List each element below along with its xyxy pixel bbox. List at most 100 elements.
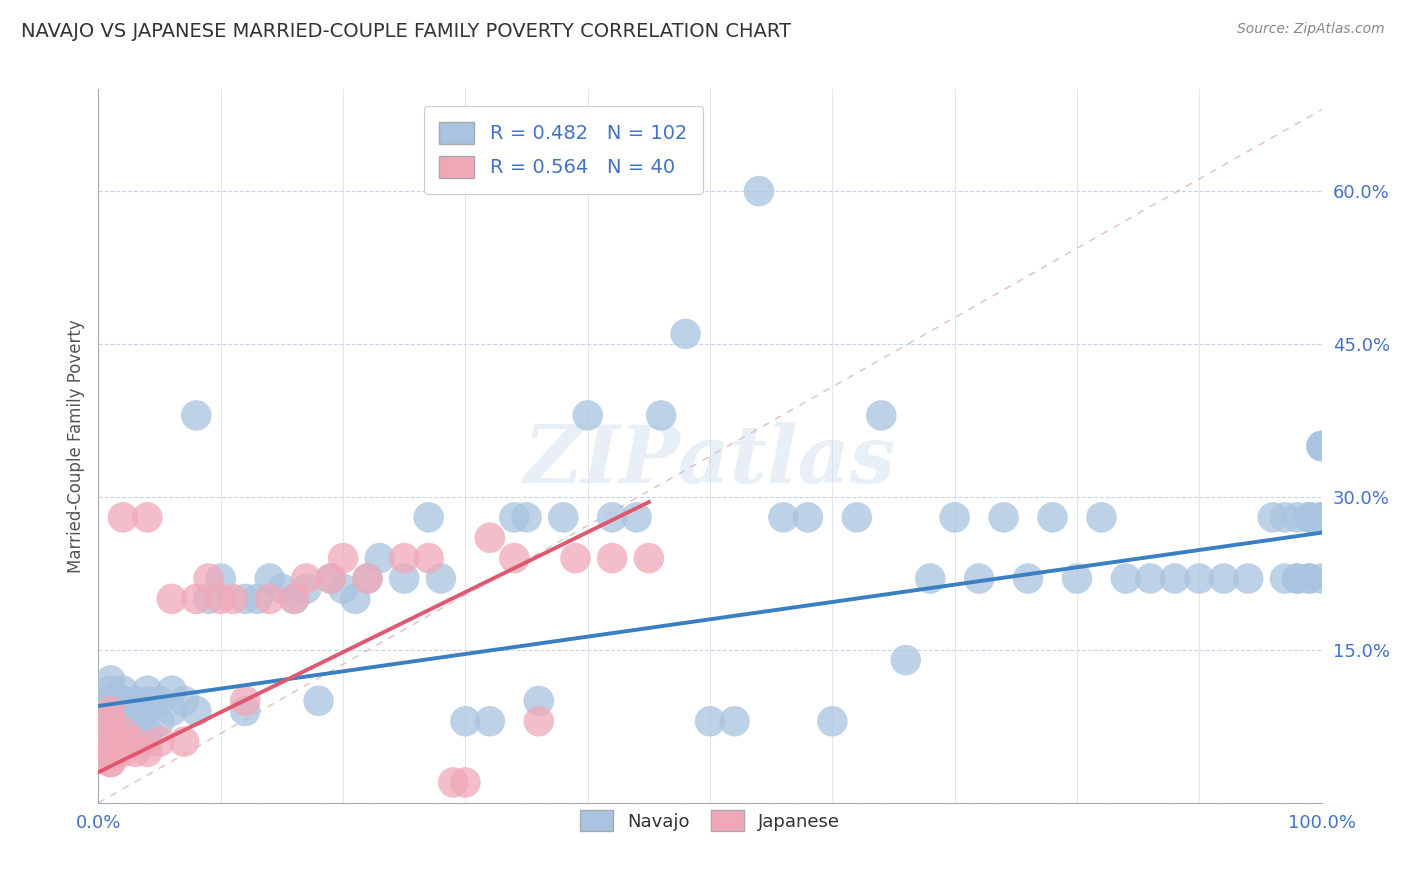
Ellipse shape	[218, 583, 249, 615]
Ellipse shape	[915, 563, 945, 594]
Ellipse shape	[1294, 502, 1324, 533]
Ellipse shape	[108, 726, 138, 757]
Ellipse shape	[328, 574, 359, 604]
Ellipse shape	[695, 706, 725, 737]
Ellipse shape	[254, 563, 285, 594]
Ellipse shape	[890, 645, 921, 675]
Ellipse shape	[1294, 502, 1324, 533]
Ellipse shape	[817, 706, 848, 737]
Ellipse shape	[475, 523, 505, 553]
Ellipse shape	[291, 563, 322, 594]
Ellipse shape	[1306, 563, 1337, 594]
Ellipse shape	[340, 583, 371, 615]
Ellipse shape	[96, 737, 127, 767]
Ellipse shape	[108, 686, 138, 716]
Ellipse shape	[499, 502, 530, 533]
Ellipse shape	[242, 583, 273, 615]
Y-axis label: Married-Couple Family Poverty: Married-Couple Family Poverty	[66, 319, 84, 573]
Ellipse shape	[1306, 431, 1337, 461]
Ellipse shape	[193, 563, 224, 594]
Ellipse shape	[181, 583, 211, 615]
Ellipse shape	[1306, 431, 1337, 461]
Ellipse shape	[96, 686, 127, 716]
Ellipse shape	[315, 563, 346, 594]
Ellipse shape	[96, 696, 127, 726]
Ellipse shape	[132, 716, 163, 747]
Ellipse shape	[389, 563, 419, 594]
Ellipse shape	[156, 675, 187, 706]
Text: Source: ZipAtlas.com: Source: ZipAtlas.com	[1237, 22, 1385, 37]
Ellipse shape	[120, 726, 150, 757]
Ellipse shape	[231, 583, 260, 615]
Ellipse shape	[108, 726, 138, 757]
Ellipse shape	[96, 737, 127, 767]
Ellipse shape	[108, 675, 138, 706]
Ellipse shape	[671, 318, 700, 349]
Ellipse shape	[450, 767, 481, 797]
Ellipse shape	[96, 706, 127, 737]
Ellipse shape	[1233, 563, 1264, 594]
Ellipse shape	[96, 696, 127, 726]
Ellipse shape	[768, 502, 799, 533]
Ellipse shape	[413, 502, 444, 533]
Ellipse shape	[965, 563, 994, 594]
Ellipse shape	[108, 502, 138, 533]
Ellipse shape	[1038, 502, 1067, 533]
Ellipse shape	[96, 716, 127, 747]
Ellipse shape	[181, 696, 211, 726]
Ellipse shape	[304, 686, 333, 716]
Ellipse shape	[169, 686, 200, 716]
Ellipse shape	[621, 502, 652, 533]
Ellipse shape	[1294, 563, 1324, 594]
Ellipse shape	[634, 543, 664, 574]
Ellipse shape	[132, 675, 163, 706]
Ellipse shape	[1135, 563, 1166, 594]
Ellipse shape	[389, 543, 419, 574]
Ellipse shape	[437, 767, 468, 797]
Ellipse shape	[108, 706, 138, 737]
Ellipse shape	[120, 716, 150, 747]
Ellipse shape	[96, 675, 127, 706]
Ellipse shape	[475, 706, 505, 737]
Ellipse shape	[132, 726, 163, 757]
Ellipse shape	[499, 543, 530, 574]
Ellipse shape	[231, 696, 260, 726]
Ellipse shape	[120, 686, 150, 716]
Ellipse shape	[866, 401, 897, 431]
Ellipse shape	[120, 706, 150, 737]
Ellipse shape	[645, 401, 676, 431]
Ellipse shape	[1184, 563, 1215, 594]
Ellipse shape	[132, 737, 163, 767]
Ellipse shape	[156, 583, 187, 615]
Ellipse shape	[939, 502, 970, 533]
Ellipse shape	[1306, 431, 1337, 461]
Ellipse shape	[1111, 563, 1142, 594]
Ellipse shape	[328, 543, 359, 574]
Ellipse shape	[1270, 563, 1301, 594]
Ellipse shape	[193, 583, 224, 615]
Ellipse shape	[145, 686, 174, 716]
Ellipse shape	[1306, 502, 1337, 533]
Ellipse shape	[353, 563, 382, 594]
Ellipse shape	[156, 696, 187, 726]
Ellipse shape	[1282, 563, 1312, 594]
Ellipse shape	[108, 706, 138, 737]
Ellipse shape	[1270, 502, 1301, 533]
Ellipse shape	[598, 543, 627, 574]
Ellipse shape	[523, 686, 554, 716]
Ellipse shape	[523, 706, 554, 737]
Ellipse shape	[1209, 563, 1239, 594]
Ellipse shape	[572, 401, 603, 431]
Ellipse shape	[132, 696, 163, 726]
Ellipse shape	[96, 747, 127, 777]
Ellipse shape	[1012, 563, 1043, 594]
Ellipse shape	[413, 543, 444, 574]
Ellipse shape	[793, 502, 823, 533]
Text: ZIPatlas: ZIPatlas	[524, 422, 896, 499]
Ellipse shape	[96, 737, 127, 767]
Ellipse shape	[426, 563, 456, 594]
Ellipse shape	[988, 502, 1019, 533]
Ellipse shape	[278, 583, 309, 615]
Ellipse shape	[96, 686, 127, 716]
Ellipse shape	[1306, 502, 1337, 533]
